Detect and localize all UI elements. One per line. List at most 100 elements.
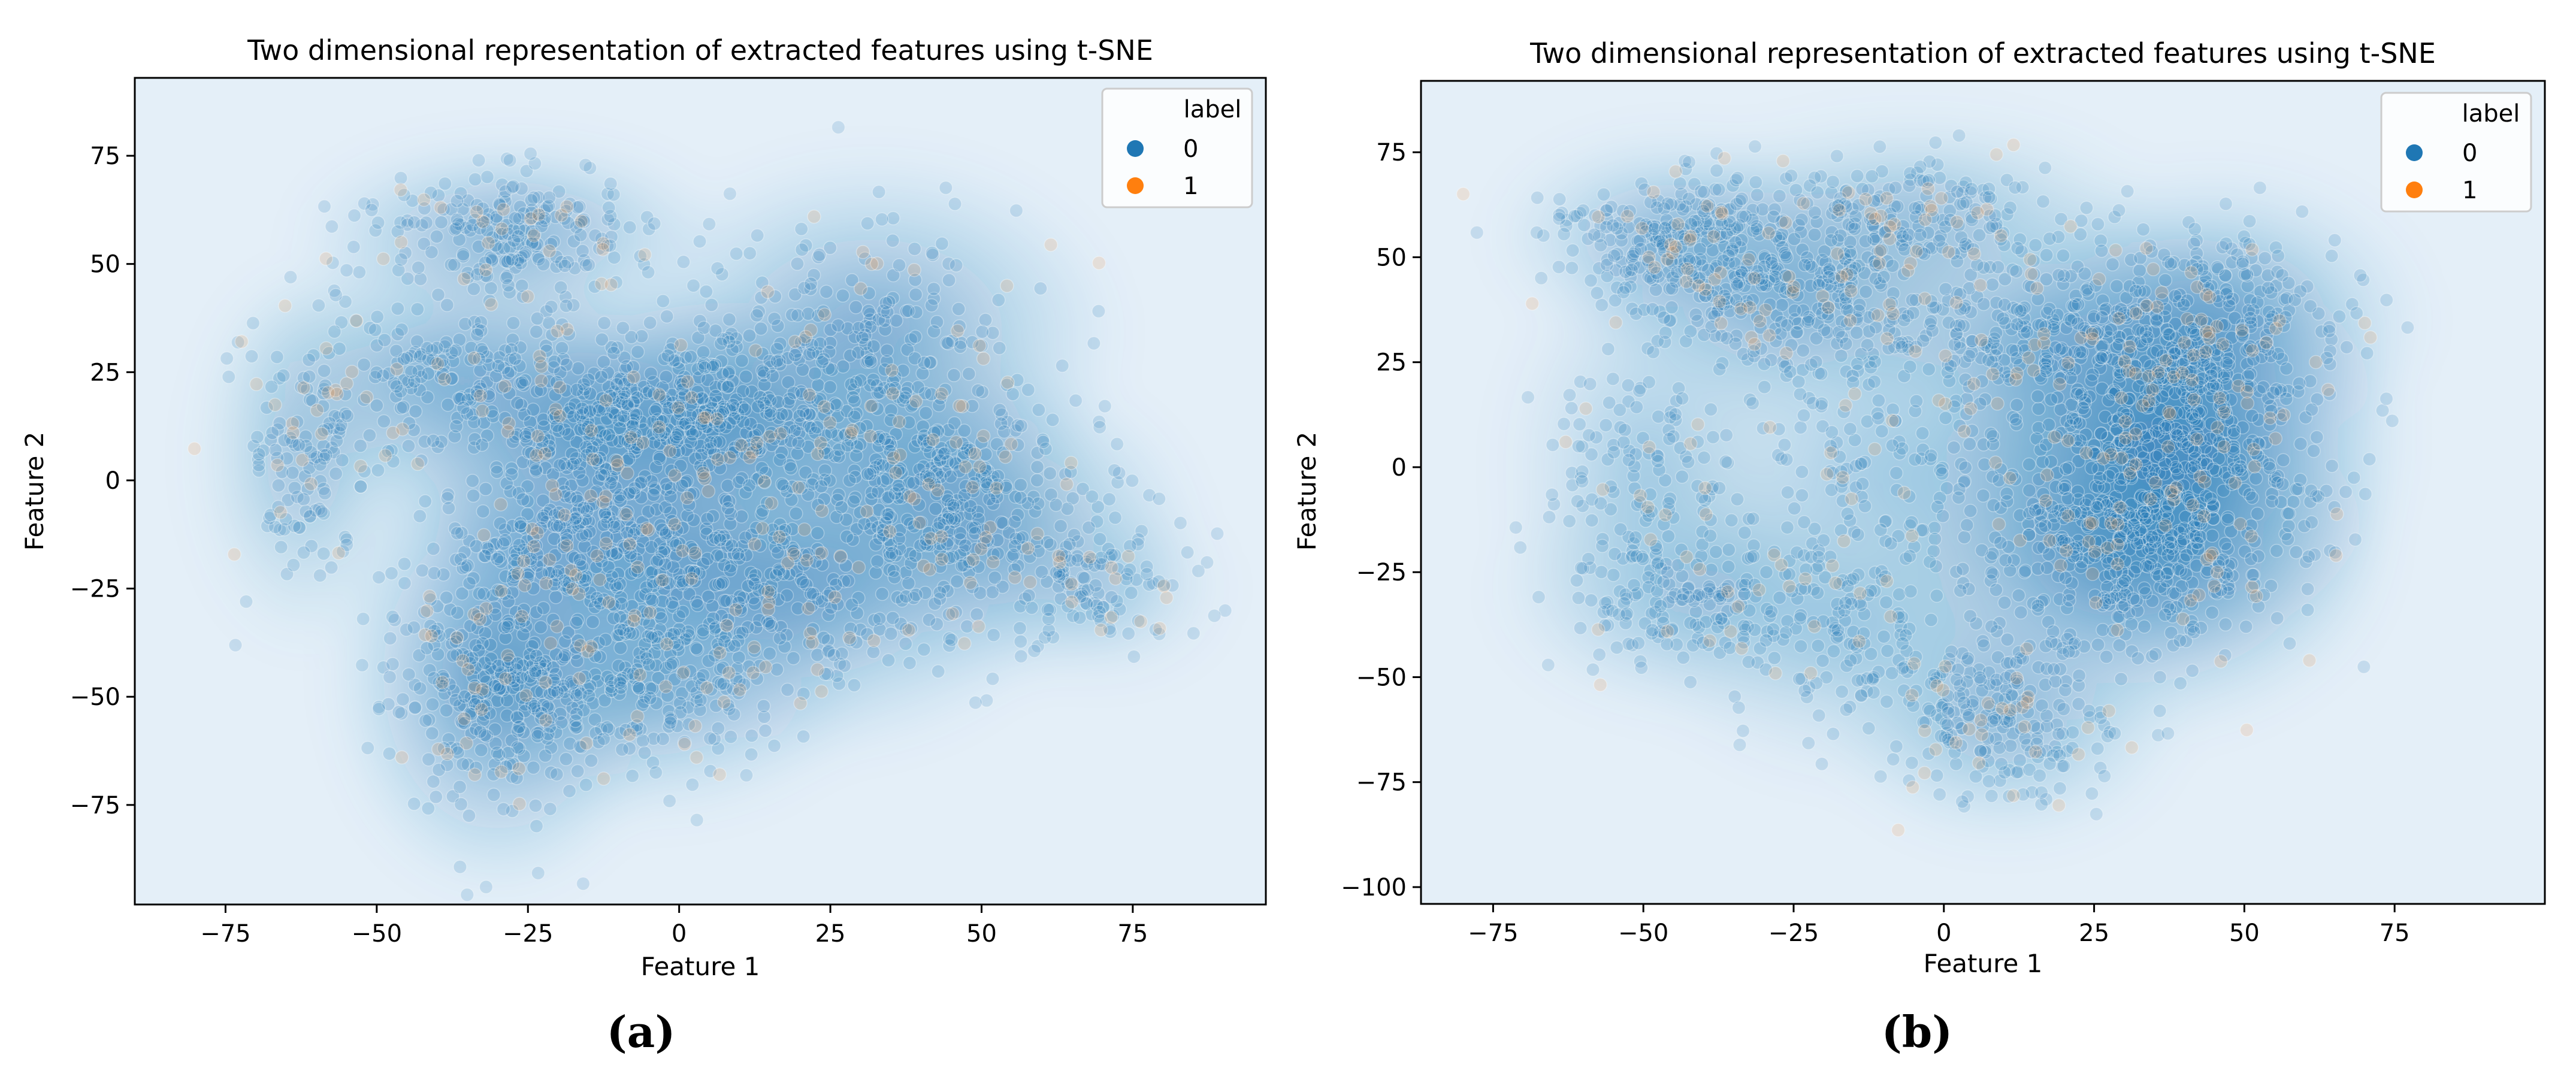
data-point-label-1 bbox=[758, 660, 773, 674]
data-point-label-0 bbox=[1084, 552, 1099, 566]
data-point-label-0 bbox=[870, 554, 885, 569]
data-point-label-0 bbox=[2052, 781, 2067, 795]
data-point-label-1 bbox=[494, 497, 508, 512]
data-point-label-0 bbox=[412, 364, 426, 379]
data-point-label-1 bbox=[935, 386, 949, 401]
data-point-label-1 bbox=[498, 379, 512, 394]
x-tick-label: 75 bbox=[1117, 920, 1148, 948]
data-point-label-0 bbox=[834, 500, 849, 515]
data-point-label-0 bbox=[520, 533, 535, 548]
data-point-label-0 bbox=[2218, 196, 2233, 211]
data-point-label-0 bbox=[709, 435, 724, 449]
data-point-label-0 bbox=[1815, 757, 1829, 772]
data-point-label-0 bbox=[533, 355, 548, 370]
data-point-label-0 bbox=[612, 490, 626, 505]
data-point-label-0 bbox=[389, 344, 404, 358]
data-point-label-1 bbox=[733, 682, 747, 697]
data-point-label-0 bbox=[2163, 257, 2178, 271]
data-point-label-0 bbox=[1892, 587, 1906, 602]
data-point-label-0 bbox=[784, 492, 799, 507]
data-point-label-0 bbox=[917, 642, 932, 657]
data-point-label-0 bbox=[512, 538, 527, 552]
data-point-label-1 bbox=[1094, 622, 1108, 637]
data-point-label-0 bbox=[468, 722, 483, 736]
data-point-label-1 bbox=[521, 289, 535, 304]
data-point-label-0 bbox=[773, 337, 788, 351]
data-point-label-0 bbox=[501, 366, 516, 380]
data-point-label-0 bbox=[908, 287, 923, 302]
data-point-label-0 bbox=[885, 546, 899, 561]
data-point-label-0 bbox=[679, 443, 694, 457]
data-point-label-0 bbox=[610, 580, 625, 595]
data-point-label-0 bbox=[633, 589, 648, 604]
data-point-label-0 bbox=[424, 245, 439, 259]
data-point-label-0 bbox=[721, 365, 736, 379]
data-point-label-0 bbox=[450, 526, 464, 540]
data-point-label-1 bbox=[479, 262, 493, 277]
data-point-label-1 bbox=[989, 481, 1003, 495]
data-point-label-0 bbox=[531, 704, 545, 718]
data-point-label-0 bbox=[594, 231, 609, 246]
data-point-label-0 bbox=[1871, 411, 1886, 425]
data-point-label-0 bbox=[430, 599, 445, 613]
data-point-label-0 bbox=[853, 437, 867, 452]
data-point-label-1 bbox=[286, 425, 301, 440]
data-point-label-0 bbox=[598, 633, 613, 647]
data-point-label-0 bbox=[600, 238, 615, 253]
data-point-label-0 bbox=[410, 302, 425, 316]
data-point-label-0 bbox=[690, 813, 704, 827]
y-tick-label: −75 bbox=[70, 792, 120, 819]
data-point-label-0 bbox=[416, 237, 431, 251]
data-point-label-0 bbox=[1586, 662, 1600, 677]
data-point-label-0 bbox=[579, 778, 593, 792]
data-point-label-0 bbox=[401, 667, 416, 682]
data-point-label-0 bbox=[713, 662, 727, 677]
data-point-label-0 bbox=[497, 190, 512, 204]
data-point-label-0 bbox=[586, 366, 601, 381]
data-point-label-0 bbox=[952, 319, 967, 334]
data-point-label-0 bbox=[1571, 591, 1586, 606]
data-point-label-0 bbox=[562, 783, 577, 798]
data-point-label-1 bbox=[564, 563, 578, 578]
data-point-label-0 bbox=[454, 714, 469, 729]
data-point-label-0 bbox=[485, 253, 500, 268]
data-point-label-0 bbox=[697, 320, 711, 335]
data-point-label-0 bbox=[1043, 537, 1058, 552]
data-point-label-0 bbox=[376, 368, 391, 383]
data-point-label-0 bbox=[578, 382, 592, 397]
data-point-label-1 bbox=[596, 772, 611, 786]
data-point-label-0 bbox=[1879, 595, 1894, 610]
data-point-label-0 bbox=[2009, 264, 2024, 279]
data-point-label-0 bbox=[2300, 603, 2315, 618]
data-point-label-0 bbox=[717, 594, 732, 608]
data-point-label-0 bbox=[1571, 439, 1586, 453]
data-point-label-0 bbox=[1827, 644, 1841, 658]
data-point-label-1 bbox=[719, 618, 734, 633]
data-point-label-0 bbox=[508, 211, 522, 226]
data-point-label-0 bbox=[889, 313, 903, 328]
data-point-label-0 bbox=[637, 469, 652, 484]
data-point-label-1 bbox=[268, 398, 282, 412]
data-point-label-0 bbox=[547, 531, 562, 546]
data-point-label-0 bbox=[2158, 273, 2173, 288]
data-point-label-0 bbox=[301, 482, 315, 497]
data-point-label-0 bbox=[1757, 380, 1772, 394]
data-point-label-0 bbox=[652, 449, 667, 464]
data-point-label-0 bbox=[823, 473, 837, 488]
data-point-label-0 bbox=[903, 546, 917, 561]
data-point-label-0 bbox=[1930, 588, 1944, 603]
data-point-label-0 bbox=[1676, 651, 1691, 665]
data-point-label-0 bbox=[466, 669, 480, 684]
data-point-label-0 bbox=[1056, 567, 1070, 582]
data-point-label-0 bbox=[745, 384, 759, 399]
data-point-label-0 bbox=[439, 703, 453, 718]
data-point-label-0 bbox=[696, 556, 710, 571]
data-point-label-0 bbox=[885, 234, 900, 248]
data-point-label-0 bbox=[2187, 222, 2202, 237]
data-point-label-0 bbox=[414, 370, 429, 384]
data-point-label-0 bbox=[515, 690, 529, 705]
data-point-label-0 bbox=[918, 406, 933, 421]
data-point-label-0 bbox=[458, 317, 473, 331]
data-point-label-0 bbox=[515, 375, 529, 390]
data-point-label-0 bbox=[878, 296, 893, 310]
